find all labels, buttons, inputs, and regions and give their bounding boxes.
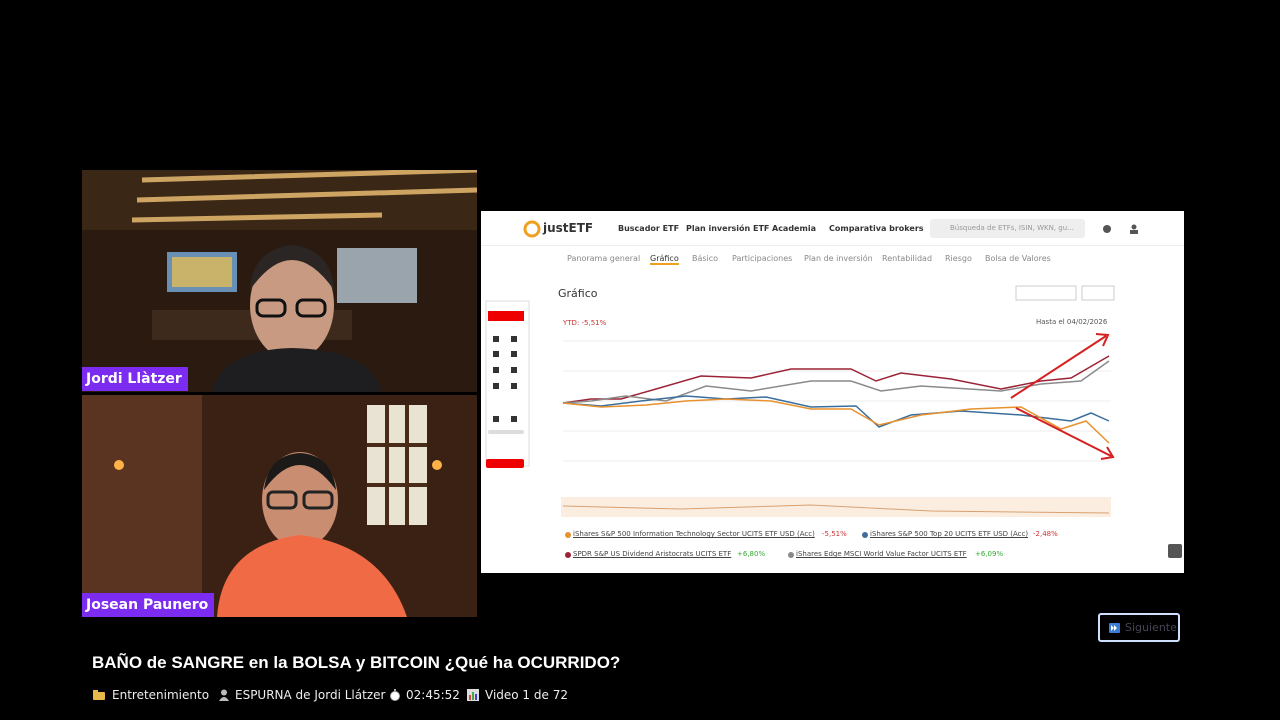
legend-item[interactable]: SPDR S&P US Dividend Aristocrats UCITS E… [573, 550, 732, 558]
tab: Gráfico [650, 254, 679, 265]
speaker-name: Jordi Llàtzer [82, 367, 188, 391]
logo-icon [523, 220, 541, 238]
tab: Panorama general [567, 254, 641, 263]
section-title: Gráfico [558, 287, 598, 300]
next-label: Siguiente [1125, 621, 1177, 634]
legend-change: +6,80% [737, 550, 766, 558]
legend-item[interactable]: iShares Edge MSCI World Value Factor UCI… [796, 550, 967, 558]
shared-screen: justETF Buscador ETF Plan inversión ETF … [481, 211, 1184, 573]
date-label: Hasta el 04/02/2026 [1036, 318, 1108, 326]
legend-change: +6,09% [975, 550, 1004, 558]
next-icon [1109, 623, 1120, 633]
person-icon [219, 689, 229, 701]
ytd: YTD: -5,51% [563, 319, 607, 327]
duration: 02:45:52 [406, 688, 460, 702]
channel: ESPURNA de Jordi Llátzer [235, 688, 386, 702]
legend-swatch [565, 532, 571, 538]
tab: Básico [692, 254, 719, 263]
legend-item[interactable]: iShares S&P 500 Information Technology S… [573, 530, 815, 538]
video-title: BAÑO de SANGRE en la BOLSA y BITCOIN ¿Qu… [92, 653, 621, 672]
tab: Bolsa de Valores [985, 254, 1051, 263]
webcam-bottom [82, 395, 477, 617]
webcam-top [82, 170, 477, 392]
folder-icon [93, 690, 105, 700]
category: Entretenimiento [112, 688, 210, 702]
next-button[interactable]: Siguiente [1098, 613, 1180, 642]
tab: Riesgo [945, 254, 972, 263]
legend-item[interactable]: iShares S&P 500 Top 20 UCITS ETF USD (Ac… [870, 530, 1029, 538]
legend-swatch [565, 552, 571, 558]
chart-icon [467, 689, 479, 701]
legend-change: -2,48% [1033, 530, 1058, 538]
nav-item: Buscador ETF [618, 224, 680, 233]
timer-icon [390, 689, 400, 701]
tab: Participaciones [732, 254, 793, 263]
legend-swatch [862, 532, 868, 538]
nav-item: Academia [772, 224, 816, 233]
nav-item: Plan inversión ETF [686, 224, 770, 233]
tab: Plan de inversión [804, 254, 873, 263]
nav-item: Comparativa brokers [829, 224, 924, 233]
speaker-name: Josean Paunero [82, 593, 215, 617]
chart-image [485, 285, 1115, 517]
legend-swatch [788, 552, 794, 558]
tab: Rentabilidad [882, 254, 933, 263]
logo: justETF [543, 221, 594, 235]
scroll-top-button[interactable] [1168, 544, 1182, 558]
playlist-position: Video 1 de 72 [485, 688, 568, 702]
search-box[interactable]: Búsqueda de ETFs, ISIN, WKN, gu... [930, 219, 1085, 238]
legend-change: -5,51% [822, 530, 847, 538]
header-icons [1103, 224, 1138, 234]
